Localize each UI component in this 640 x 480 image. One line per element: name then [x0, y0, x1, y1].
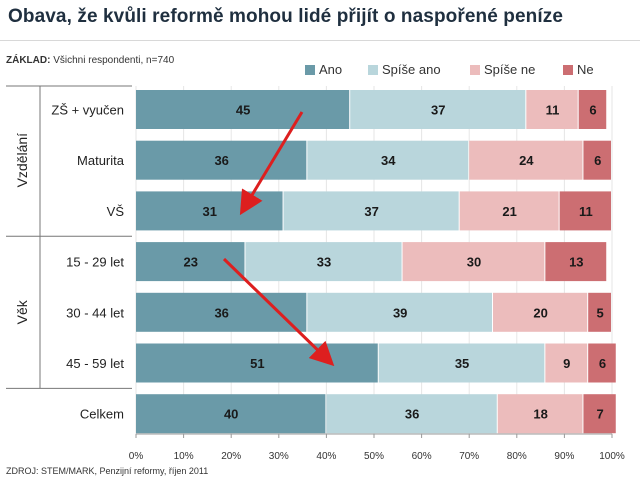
x-tick-label: 20%	[221, 451, 241, 462]
data-label-ne: 7	[596, 407, 603, 422]
bar-spise-ne	[493, 292, 588, 332]
data-label-spise-ne: 20	[533, 305, 547, 320]
legend-swatch-spise-ne	[470, 65, 480, 75]
data-label-ne: 6	[599, 356, 606, 371]
base-label: ZÁKLAD:	[6, 55, 51, 66]
bar-ano	[136, 90, 350, 129]
data-label-ne: 6	[589, 103, 596, 118]
data-label-ne: 11	[579, 204, 593, 219]
x-tick-label: 70%	[459, 451, 479, 462]
x-tick-label: 60%	[412, 451, 432, 462]
category-label: 45 - 59 let	[66, 356, 124, 371]
data-label-spise-ano: 37	[364, 204, 378, 219]
x-tick-label: 100%	[599, 451, 625, 462]
data-label-ano: 31	[203, 204, 217, 219]
bar-ano	[136, 394, 326, 434]
bar-ne	[545, 242, 607, 282]
data-label-spise-ne: 18	[533, 407, 547, 422]
annotation-arrow	[222, 257, 335, 367]
category-label: 15 - 29 let	[66, 255, 124, 270]
category-label: 30 - 44 let	[66, 305, 124, 320]
data-label-ano: 36	[214, 305, 228, 320]
bar-ano	[136, 343, 378, 383]
bar-ne	[559, 191, 611, 231]
x-tick-label: 90%	[554, 451, 574, 462]
data-label-ano: 51	[250, 356, 264, 371]
data-label-ano: 45	[236, 103, 250, 118]
legend-label-spise-ne: Spíše ne	[484, 62, 536, 77]
bar-spise-ano	[350, 90, 526, 129]
category-label: ZŠ + vyučen	[51, 103, 124, 118]
data-label-spise-ne: 21	[502, 204, 516, 219]
bar-spise-ne	[402, 242, 545, 282]
data-label-spise-ano: 36	[405, 407, 419, 422]
category-label: Maturita	[77, 153, 125, 168]
legend-swatch-spise-ano	[368, 65, 378, 75]
data-label-ne: 6	[594, 153, 601, 168]
base-text: Všichni respondenti, n=740	[53, 55, 175, 66]
data-label-ano: 40	[224, 407, 238, 422]
category-label: Celkem	[80, 407, 124, 422]
x-tick-label: 80%	[507, 451, 527, 462]
source-note: ZDROJ: STEM/MARK, Penzijní reformy, říje…	[6, 466, 209, 476]
legend-label-spise-ano: Spíše ano	[382, 62, 441, 77]
group-label-vzdelani: Vzdělání	[14, 133, 30, 188]
data-label-ano: 36	[214, 153, 228, 168]
title-divider	[0, 40, 640, 41]
x-tick-label: 10%	[174, 451, 194, 462]
bar-spise-ne	[459, 191, 559, 231]
data-label-spise-ne: 30	[467, 255, 481, 270]
label-panel	[0, 86, 132, 434]
data-label-spise-ne: 11	[546, 103, 560, 118]
data-label-spise-ne: 9	[563, 356, 570, 371]
legend-swatch-ne	[563, 65, 573, 75]
bar-ano	[136, 140, 307, 180]
data-label-spise-ne: 24	[519, 153, 534, 168]
legend-swatch-ano	[305, 65, 315, 75]
bar-ne	[583, 140, 611, 180]
bar-spise-ne	[469, 140, 583, 180]
bar-spise-ano	[307, 140, 469, 180]
bar-ne	[583, 394, 616, 434]
data-label-spise-ano: 34	[381, 153, 396, 168]
data-label-spise-ano: 33	[317, 255, 331, 270]
bar-spise-ano	[326, 394, 497, 434]
bar-spise-ne	[526, 90, 578, 129]
base-note: ZÁKLAD: Všichni respondenti, n=740	[6, 55, 174, 66]
category-label: VŠ	[107, 204, 125, 219]
bar-ne	[588, 292, 611, 332]
data-label-spise-ano: 37	[431, 103, 445, 118]
bar-spise-ano	[245, 242, 402, 282]
group-label-vek: Věk	[14, 299, 30, 324]
x-tick-label: 40%	[316, 451, 336, 462]
data-label-ne: 13	[569, 255, 583, 270]
data-label-spise-ano: 39	[393, 305, 407, 320]
bar-spise-ano	[307, 292, 492, 332]
legend-label-ne: Ne	[577, 62, 594, 77]
bar-ne	[578, 90, 607, 129]
bar-ne	[588, 343, 616, 383]
legend-label-ano: Ano	[319, 62, 343, 77]
data-label-ne: 5	[596, 305, 603, 320]
x-tick-label: 50%	[364, 451, 384, 462]
data-label-spise-ano: 35	[455, 356, 469, 371]
chart-title: Obava, že kvůli reformě mohou lidé přijí…	[8, 6, 564, 27]
x-tick-label: 0%	[129, 451, 144, 462]
bar-spise-ne	[545, 343, 588, 383]
bar-spise-ano	[283, 191, 459, 231]
data-label-ano: 23	[184, 255, 198, 270]
annotation-arrow	[239, 111, 304, 216]
x-tick-label: 30%	[269, 451, 289, 462]
bar-spise-ne	[497, 394, 583, 434]
bar-spise-ano	[378, 343, 545, 383]
